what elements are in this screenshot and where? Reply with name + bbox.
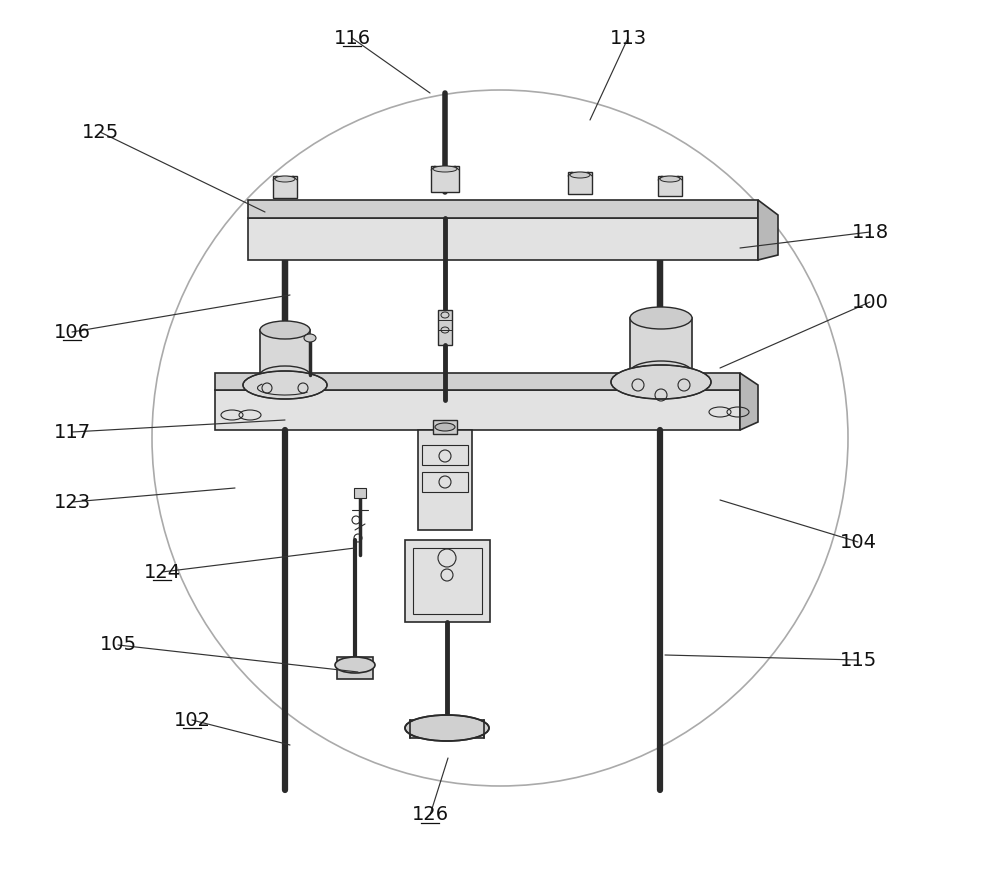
Bar (438, 310, 452, 345)
Polygon shape (260, 330, 310, 375)
Text: 124: 124 (143, 562, 181, 581)
Text: 118: 118 (851, 223, 889, 241)
Bar (568, 172, 592, 194)
Text: 104: 104 (840, 532, 876, 552)
Text: 117: 117 (53, 423, 91, 441)
Text: 125: 125 (81, 123, 119, 141)
Text: 115: 115 (839, 651, 877, 669)
Bar (658, 176, 682, 196)
Text: 126: 126 (411, 805, 449, 824)
Polygon shape (630, 318, 692, 372)
Ellipse shape (275, 176, 295, 182)
Bar (413, 548, 482, 614)
Ellipse shape (433, 166, 457, 172)
Ellipse shape (405, 715, 489, 741)
Polygon shape (740, 373, 758, 430)
Bar (410, 720, 484, 738)
Polygon shape (215, 390, 740, 430)
Ellipse shape (260, 321, 310, 339)
Ellipse shape (611, 365, 711, 399)
Text: 102: 102 (174, 710, 210, 730)
Ellipse shape (304, 334, 316, 342)
Polygon shape (248, 200, 758, 218)
Bar (273, 176, 297, 198)
Bar (354, 488, 366, 498)
Text: 113: 113 (609, 28, 647, 47)
Bar (422, 472, 468, 492)
Bar (422, 445, 468, 465)
Bar (433, 420, 457, 434)
Ellipse shape (660, 176, 680, 182)
Text: 106: 106 (54, 323, 90, 341)
Polygon shape (248, 218, 758, 260)
Bar (405, 540, 490, 622)
Text: 100: 100 (852, 293, 888, 311)
Text: 116: 116 (333, 28, 371, 47)
Text: 105: 105 (99, 636, 137, 654)
Ellipse shape (570, 172, 590, 178)
Ellipse shape (435, 423, 455, 431)
Ellipse shape (630, 307, 692, 329)
Bar (431, 166, 459, 192)
Bar (418, 430, 472, 530)
Bar (337, 657, 373, 679)
Text: 123: 123 (53, 493, 91, 511)
Circle shape (152, 90, 848, 786)
Ellipse shape (335, 657, 375, 673)
Polygon shape (215, 373, 740, 390)
Polygon shape (758, 200, 778, 260)
Ellipse shape (243, 371, 327, 399)
